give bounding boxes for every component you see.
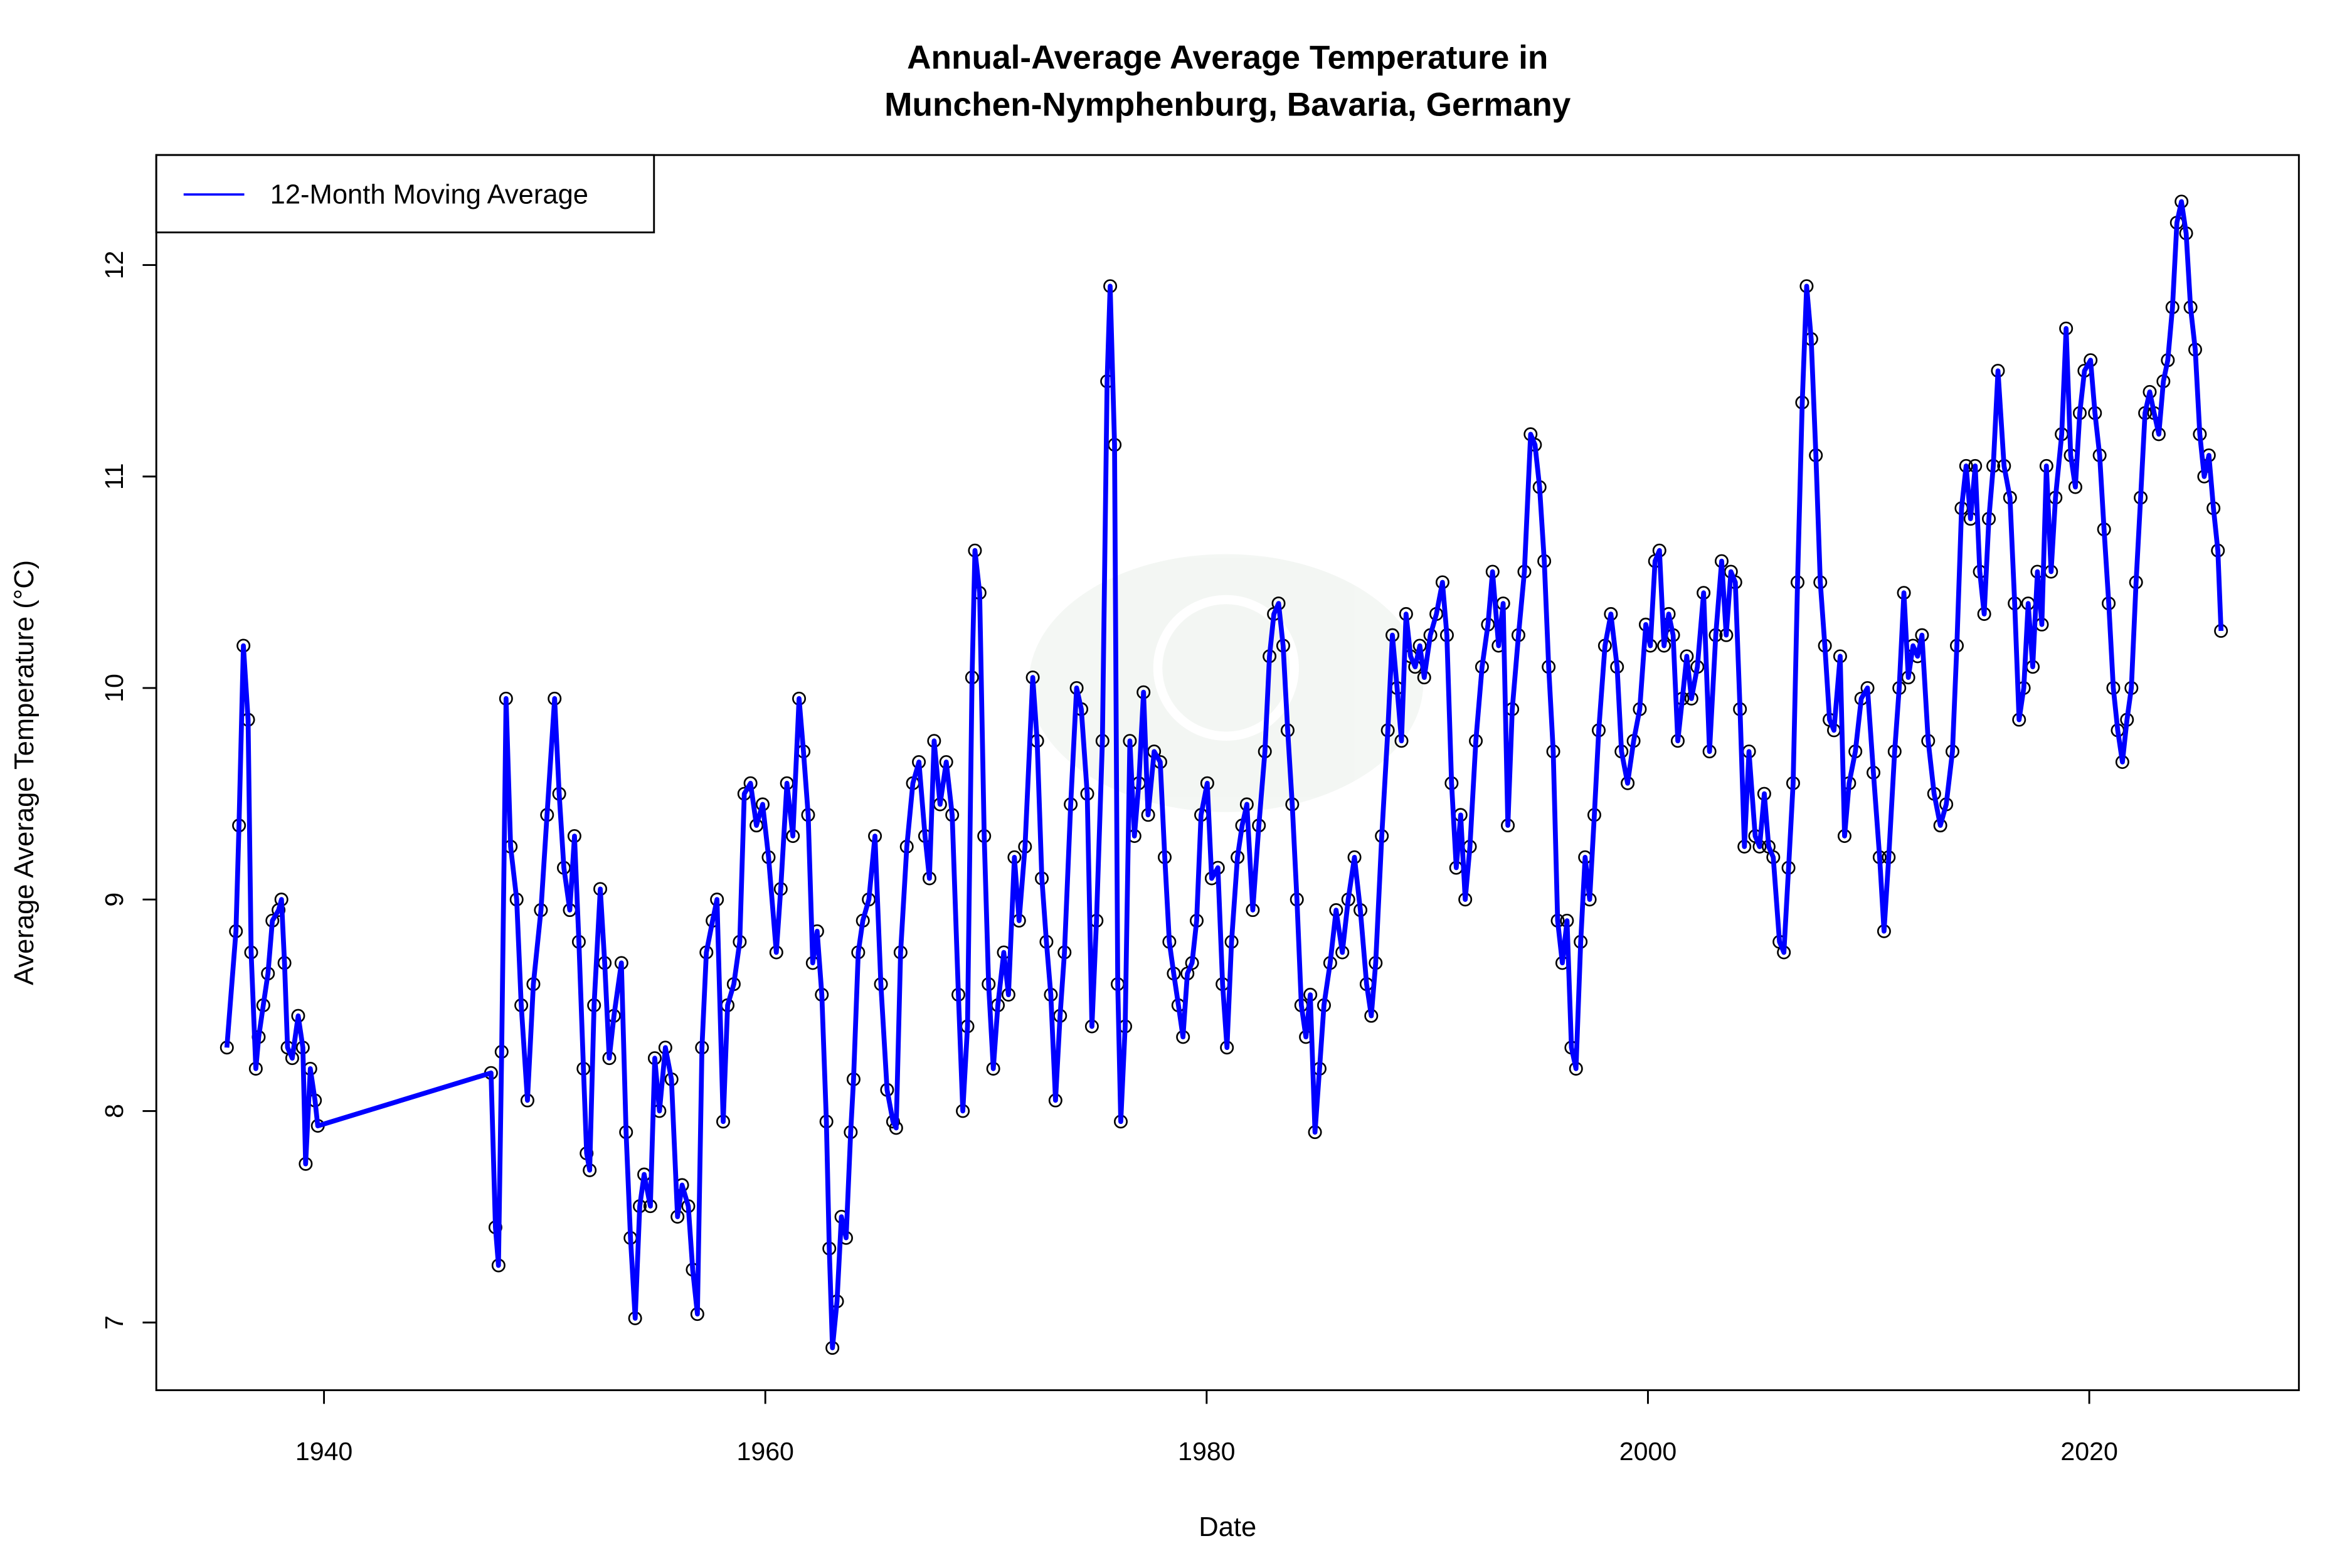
- x-tick-label: 1940: [295, 1437, 352, 1466]
- y-tick-label: 7: [100, 1315, 129, 1330]
- series-line: [224, 199, 2224, 1350]
- legend: 12-Month Moving Average: [155, 154, 655, 234]
- y-tick-label: 9: [100, 893, 129, 907]
- y-tick-label: 8: [100, 1104, 129, 1118]
- x-tick-label: 1960: [736, 1437, 793, 1466]
- y-tick-label: 12: [100, 251, 129, 280]
- y-tick-label: 10: [100, 674, 129, 702]
- x-tick-label: 1980: [1178, 1437, 1235, 1466]
- y-axis-label: Average Average Temperature (°C): [9, 560, 40, 985]
- series-12-month-moving-average: [220, 194, 2228, 1355]
- x-tick-label: 2020: [2060, 1437, 2117, 1466]
- legend-entry: 12-Month Moving Average: [270, 180, 588, 210]
- y-axis: 7 8 9 10 11 12: [100, 251, 157, 1330]
- plot-frame: [155, 154, 2300, 1391]
- chart-title-line2: Munchen-Nymphenburg, Bavaria, Germany: [884, 86, 1571, 123]
- x-axis: 1940 1960 1980 2000 2020: [295, 1390, 2118, 1466]
- chart-title-line1: Annual-Average Average Temperature in: [907, 39, 1548, 76]
- x-tick-label: 2000: [1619, 1437, 1677, 1466]
- x-axis-label: Date: [1199, 1512, 1256, 1542]
- globe-icon: [1153, 595, 1299, 741]
- y-tick-label: 11: [100, 463, 129, 490]
